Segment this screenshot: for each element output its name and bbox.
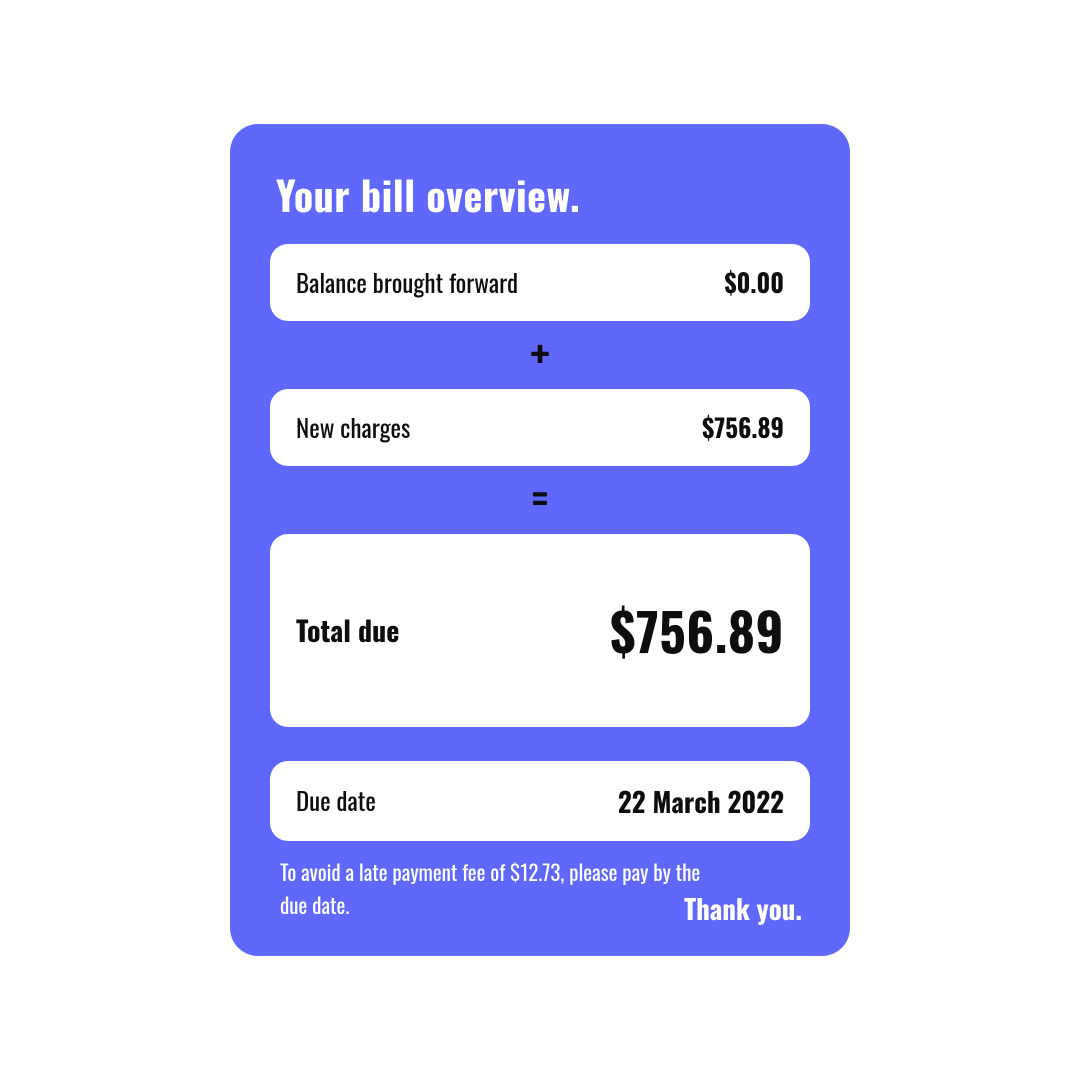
bill-overview-card: Your bill overview. Balance brought forw…	[230, 124, 850, 956]
total-row: Total due $756.89	[270, 534, 810, 727]
balance-row: Balance brought forward $0.00	[270, 244, 810, 321]
thank-you-text: Thank you.	[684, 888, 802, 928]
card-title: Your bill overview.	[270, 164, 810, 224]
charges-label: New charges	[296, 409, 410, 446]
equals-operator: =	[270, 476, 810, 520]
due-date-value: 22 March 2022	[618, 781, 784, 821]
total-label: Total due	[296, 610, 399, 651]
card-footer: To avoid a late payment fee of $12.73, p…	[270, 857, 810, 922]
balance-value: $0.00	[725, 264, 784, 301]
charges-row: New charges $756.89	[270, 389, 810, 466]
plus-operator: +	[270, 331, 810, 375]
due-date-label: Due date	[296, 782, 376, 819]
charges-value: $756.89	[702, 409, 784, 446]
due-date-row: Due date 22 March 2022	[270, 761, 810, 841]
late-fee-note: To avoid a late payment fee of $12.73, p…	[280, 857, 720, 922]
total-value: $756.89	[610, 592, 784, 669]
balance-label: Balance brought forward	[296, 264, 518, 301]
